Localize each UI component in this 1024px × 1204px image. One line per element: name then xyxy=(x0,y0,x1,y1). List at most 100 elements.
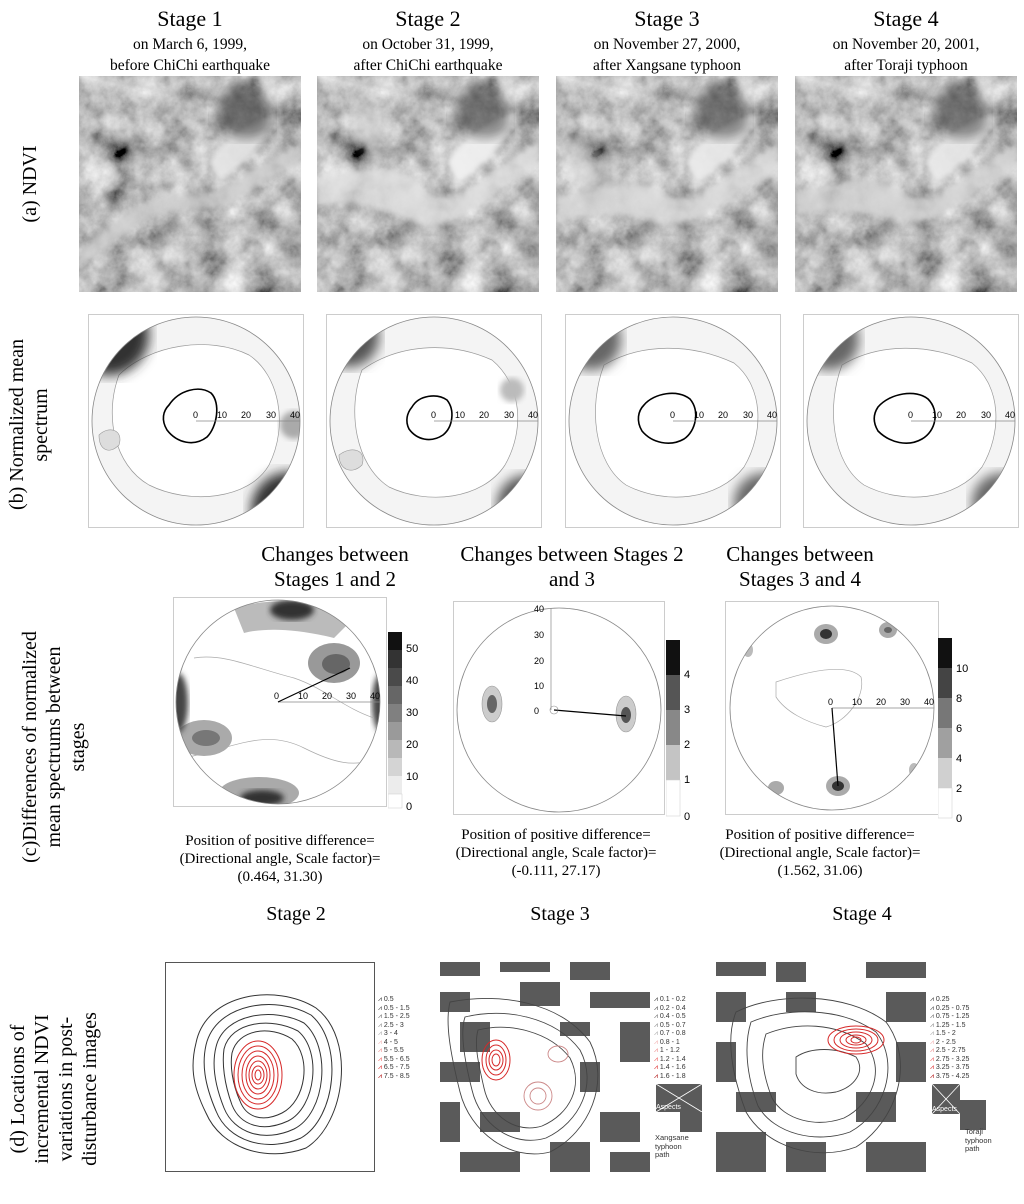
tick-label: 20 xyxy=(479,410,489,420)
colorbar-tick: 0 xyxy=(956,813,962,824)
change-plot-3-4: 0 10 20 30 40 xyxy=(725,601,939,815)
spectrum-polar-plot: 0 10 20 30 40 xyxy=(806,316,1016,526)
legend-item: ⩘ 2.5 - 3 xyxy=(378,1021,404,1029)
colorbar-tick: 30 xyxy=(406,707,418,719)
legend-item: ⩘ 3.25 - 3.75 xyxy=(930,1064,970,1071)
tick-label: 30 xyxy=(534,630,544,640)
tick-label: 10 xyxy=(534,681,544,691)
spectrum-plot-stage3: 0 10 20 30 40 xyxy=(565,314,781,528)
colorbar-tick: 40 xyxy=(406,675,418,687)
stage-title: Stage 2 xyxy=(395,6,461,31)
row-label-ndvi: (a) NDVI xyxy=(19,145,41,223)
row-label-differences: (c)Differences of normalized mean spectr… xyxy=(19,631,89,863)
stage-event: after Toraji typhoon xyxy=(844,57,968,74)
spectrum-polar-plot: 0 10 20 30 40 xyxy=(91,316,301,526)
tick-label: 20 xyxy=(876,697,886,707)
colorbar-2-3: 4 3 2 1 0 xyxy=(666,640,690,822)
location-map-stage2 xyxy=(165,962,375,1172)
stage-title: Stage 4 xyxy=(873,6,939,31)
contour-map xyxy=(716,962,926,1172)
tick-label: 40 xyxy=(370,691,380,701)
legend-item: ⩘ 3 - 4 xyxy=(378,1030,398,1037)
ndvi-terrain-image xyxy=(79,76,301,292)
legend-item: ⩘ 0.25 xyxy=(930,996,950,1003)
typhoon-path-label-stage3: Xangsane typhoon path xyxy=(655,1133,689,1159)
stage-date: on March 6, 1999, xyxy=(132,36,248,53)
legend-item: ⩘ 2.75 - 3.25 xyxy=(930,1055,970,1063)
ndvi-image-stage4 xyxy=(795,76,1017,292)
colorbar-tick: 10 xyxy=(406,771,418,783)
typhoon-path-label-stage4: Toraji typhoon path xyxy=(965,1127,992,1153)
legend-item: ⩘ 1.25 - 1.5 xyxy=(930,1021,966,1029)
tick-label: 40 xyxy=(767,410,777,420)
tick-label: 30 xyxy=(981,410,991,420)
spectrum-polar-plot: 0 10 20 30 40 xyxy=(329,316,539,526)
legend-item: ⩘ 0.7 - 0.8 xyxy=(654,1030,686,1037)
stage-title: Stage 3 xyxy=(634,6,700,31)
legend-item: ⩘ 0.5 - 0.7 xyxy=(654,1021,686,1029)
tick-label: 30 xyxy=(346,691,356,701)
colorbar-tick: 2 xyxy=(684,739,690,751)
tick-label: 20 xyxy=(241,410,251,420)
tick-label: 30 xyxy=(266,410,276,420)
tick-label: 20 xyxy=(534,656,544,666)
stage-date: on November 27, 2000, xyxy=(593,36,741,53)
aspects-label: Aspects xyxy=(656,1104,681,1111)
tick-label: 20 xyxy=(322,691,332,701)
tick-label: 0 xyxy=(534,706,539,716)
tick-label: 10 xyxy=(298,691,308,701)
colorbar-tick: 20 xyxy=(406,739,418,751)
tick-label: 0 xyxy=(193,410,198,420)
changes-title-3-4: Changes between Stages 3 and 4 xyxy=(726,542,874,591)
location-title-stage2: Stage 2 xyxy=(266,903,326,925)
stage-event: before ChiChi earthquake xyxy=(109,57,271,74)
colorbar-tick: 4 xyxy=(956,753,962,765)
stage-event: after ChiChi earthquake xyxy=(353,57,503,74)
tick-label: 10 xyxy=(694,410,704,420)
legend-item: ⩘ 3.75 - 4.25 xyxy=(930,1072,970,1080)
legend-item: ⩘ 7.5 - 8.5 xyxy=(378,1072,410,1080)
tick-label: 10 xyxy=(932,410,942,420)
tick-label: 40 xyxy=(528,410,538,420)
contour-map xyxy=(192,994,342,1155)
legend-item: ⩘ 5.5 - 6.5 xyxy=(378,1055,410,1063)
legend-item: ⩘ 0.8 - 1 xyxy=(654,1038,680,1046)
contour-map xyxy=(440,962,650,1172)
colorbar-tick: 0 xyxy=(406,801,412,812)
changes-title-2-3: Changes between Stages 2 and 3 xyxy=(460,542,684,591)
tick-label: 10 xyxy=(455,410,465,420)
change-plot-2-3: 40 30 20 10 0 xyxy=(453,601,665,815)
stage-date: on October 31, 1999, xyxy=(362,36,494,53)
change-polar-plot: 0 10 20 30 40 xyxy=(175,599,381,805)
tick-label: 30 xyxy=(900,697,910,707)
ndvi-image-stage1 xyxy=(79,76,301,292)
colorbar-tick: 2 xyxy=(956,783,962,795)
ndvi-terrain-image xyxy=(556,76,778,292)
contour-legend-stage3: ⩘ 0.1 - 0.2 ⩘ 0.2 - 0.4 ⩘ 0.4 - 0.5 ⩘ 0.… xyxy=(654,996,686,1081)
spectrum-plot-stage2: 0 10 20 30 40 xyxy=(326,314,542,528)
position-text-2-3: Position of positive difference= (Direct… xyxy=(455,827,657,879)
tick-label: 40 xyxy=(534,604,544,614)
tick-label: 20 xyxy=(956,410,966,420)
tick-label: 40 xyxy=(924,697,934,707)
stage-date: on November 20, 2001, xyxy=(832,36,980,53)
colorbar-tick: 3 xyxy=(684,704,690,716)
location-title-stage3: Stage 3 xyxy=(530,903,590,925)
aspects-key-stage4: Aspects xyxy=(931,1083,986,1130)
colorbar-tick: 8 xyxy=(956,693,962,705)
legend-item: ⩘ 1 - 1.2 xyxy=(654,1047,680,1054)
tick-label: 10 xyxy=(217,410,227,420)
tick-label: 0 xyxy=(274,691,279,701)
legend-item: ⩘ 0.25 - 0.75 xyxy=(930,1004,970,1012)
tick-label: 0 xyxy=(828,697,833,707)
colorbar-3-4: 10 8 6 4 2 0 xyxy=(938,638,968,824)
row-label-locations: (d) Locations of incremental NDVI variat… xyxy=(7,1012,101,1166)
colorbar-1-2: 50 40 30 20 10 0 xyxy=(388,632,418,812)
legend-item: ⩘ 0.5 xyxy=(378,996,394,1003)
legend-item: ⩘ 2.5 - 2.75 xyxy=(930,1047,966,1054)
spectrum-plot-stage1: 0 10 20 30 40 xyxy=(88,314,304,528)
legend-item: ⩘ 2 - 2.5 xyxy=(930,1038,956,1046)
tick-label: 0 xyxy=(670,410,675,420)
position-text-1-2: Position of positive difference= (Direct… xyxy=(179,833,381,885)
stage-title: Stage 1 xyxy=(157,6,223,31)
